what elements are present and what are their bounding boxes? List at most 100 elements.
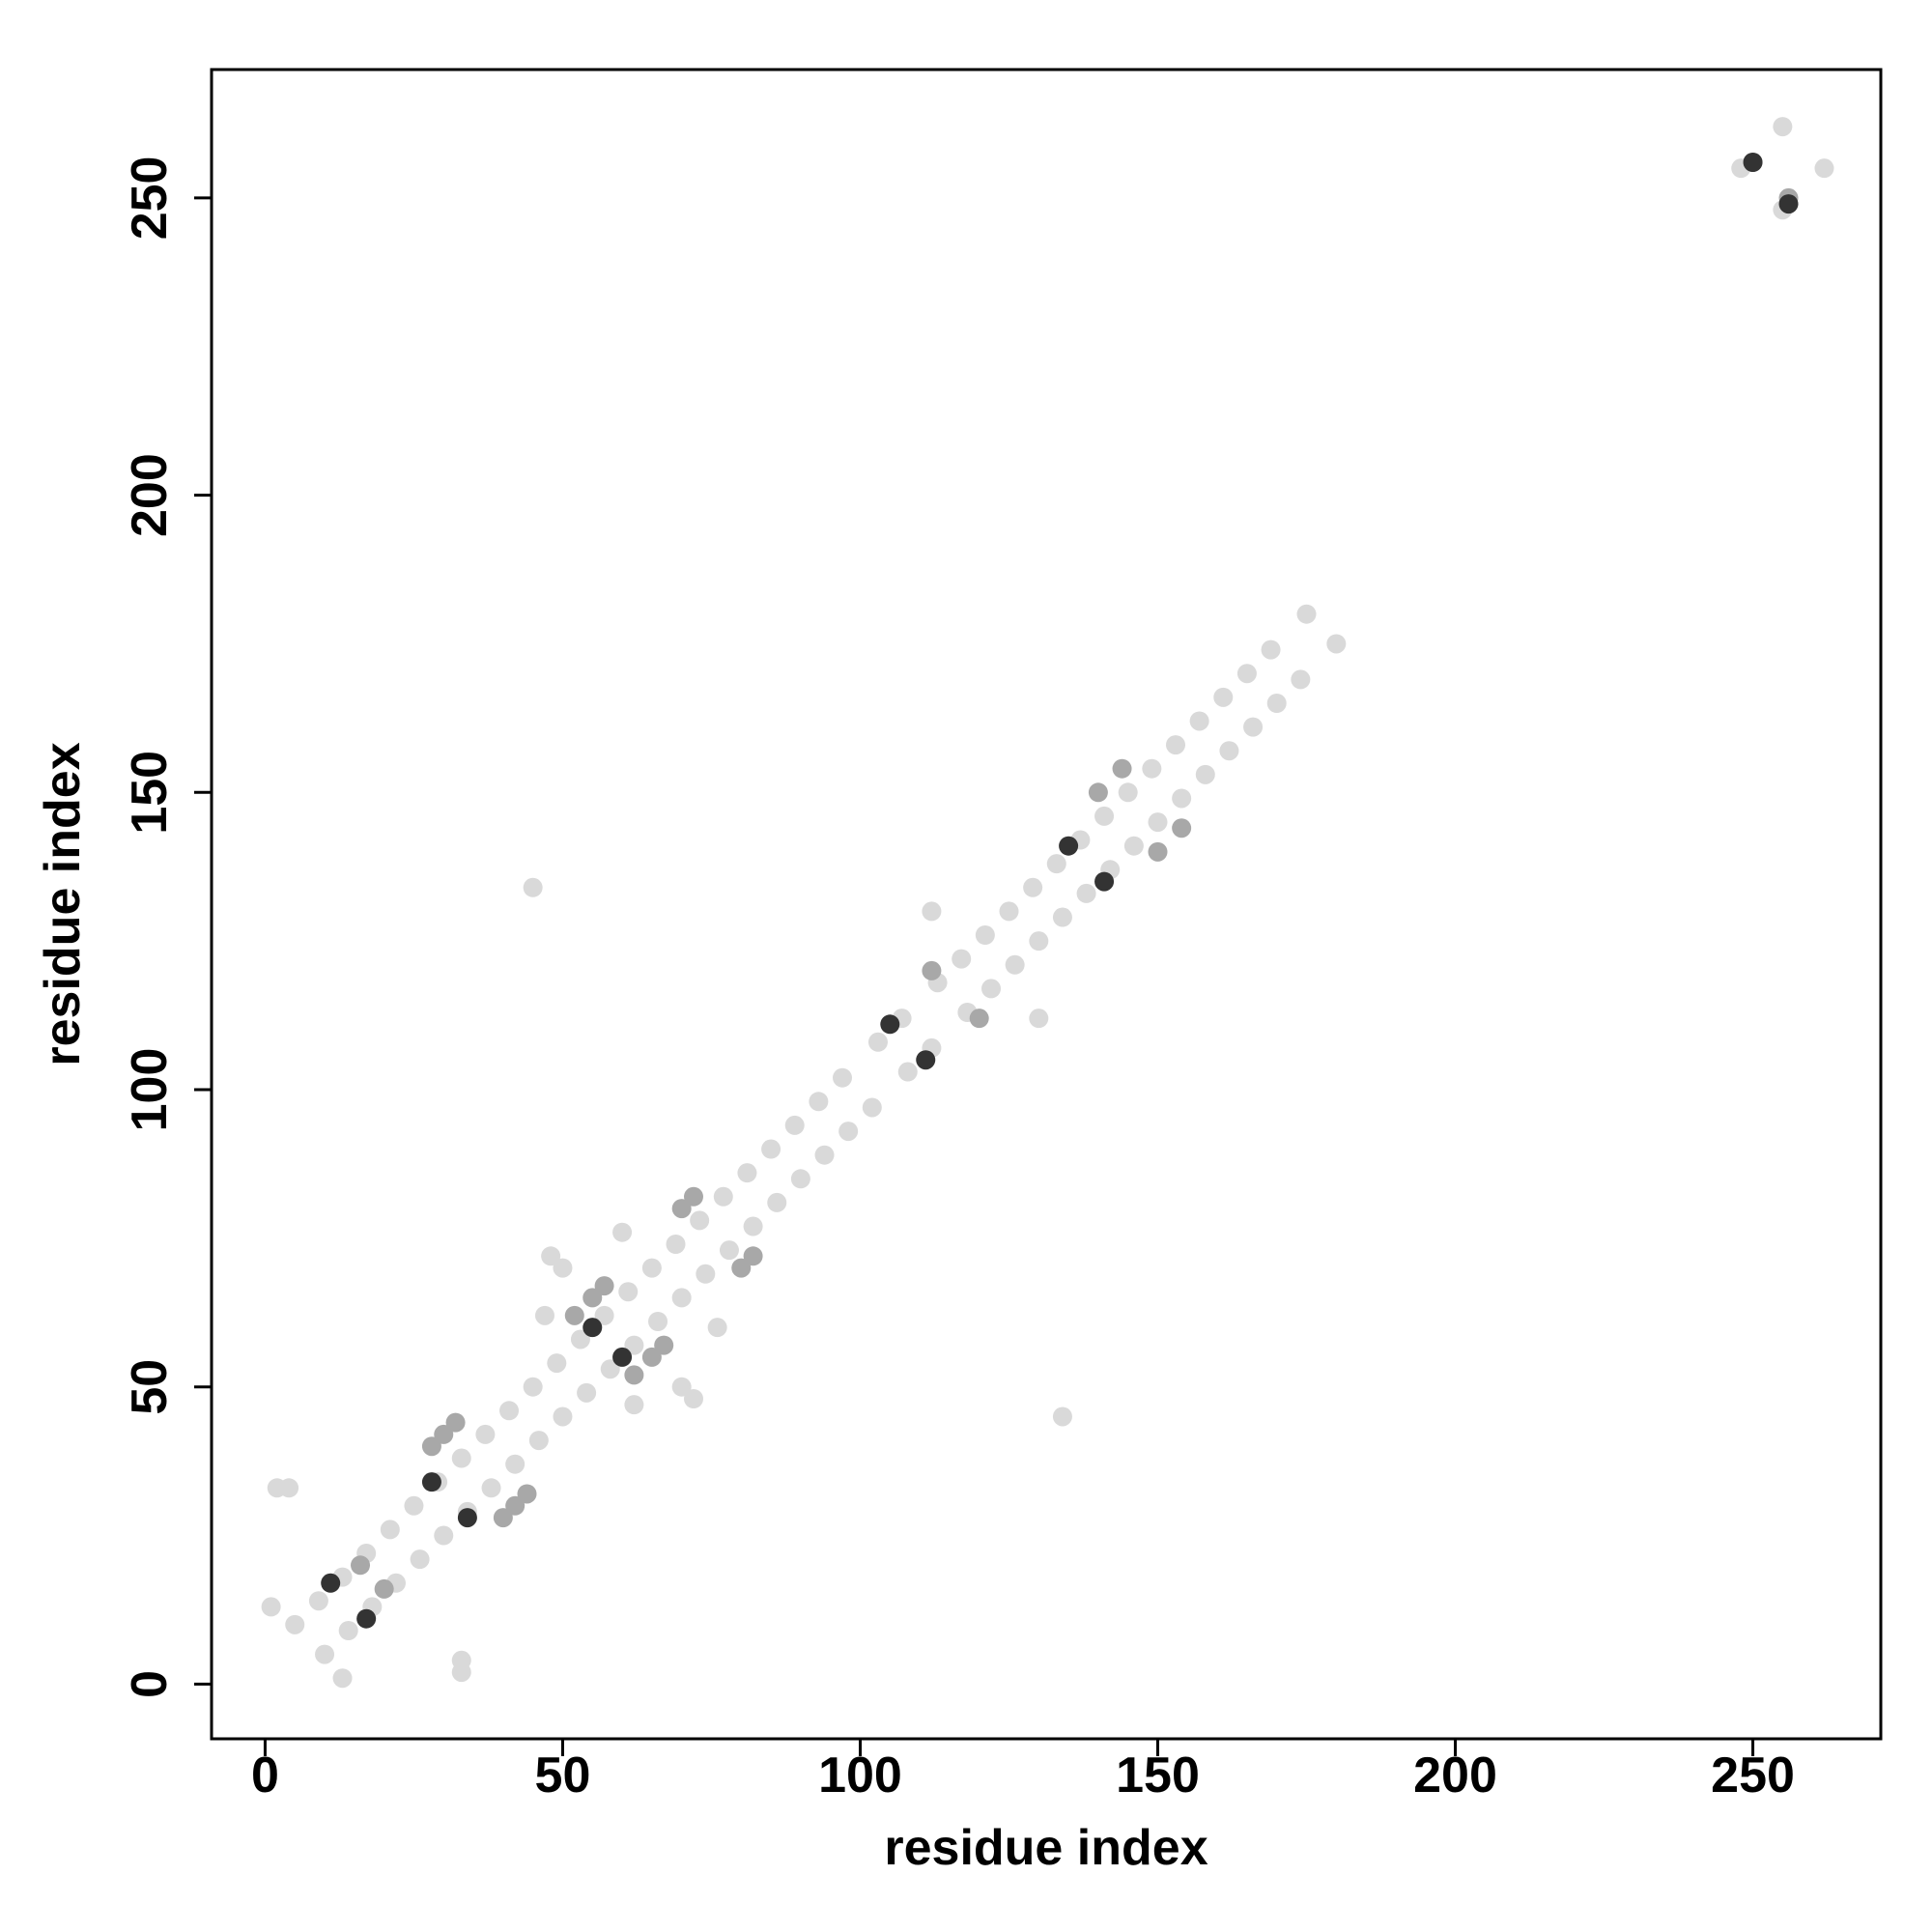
x-tick-label: 200 [1413,1747,1497,1804]
point [784,1115,805,1135]
point [1778,194,1799,214]
point [451,1448,471,1468]
point [1266,694,1287,713]
point [833,1067,853,1088]
point [1029,931,1049,952]
point [1189,711,1209,731]
point [553,1258,573,1278]
point [719,1240,739,1261]
point [356,1608,377,1629]
point [838,1122,859,1142]
point [743,1216,763,1236]
point [713,1186,733,1207]
point [1076,883,1096,903]
point [410,1549,430,1570]
x-tick-label: 100 [818,1747,902,1804]
point [374,1578,394,1599]
point [1118,782,1138,803]
point [969,1009,989,1029]
point [577,1382,597,1403]
y-tick-label: 200 [122,453,178,537]
point [975,925,995,945]
point [814,1145,835,1165]
point [1213,687,1234,707]
point [505,1495,526,1516]
point [612,1222,633,1242]
point [922,960,942,980]
point [1023,877,1043,897]
point [523,877,543,897]
point [767,1192,787,1212]
point [457,1508,477,1528]
point [922,901,942,922]
point [809,1092,829,1112]
y-tick-label: 150 [122,751,178,835]
point [499,1401,520,1421]
point [553,1406,573,1427]
point [505,1454,526,1474]
point [743,1246,763,1266]
point [1059,836,1079,856]
point [434,1424,454,1444]
point [475,1424,496,1444]
point [445,1412,466,1433]
point [666,1235,686,1254]
point [624,1395,644,1415]
point [1088,782,1108,803]
y-axis-title: residue index [35,742,91,1065]
point [696,1264,716,1284]
point [534,1305,554,1325]
point [338,1621,358,1640]
point [624,1335,644,1355]
point [528,1431,549,1451]
x-axis-title: residue index [884,1820,1208,1876]
point [916,1050,936,1070]
point [707,1318,727,1338]
point [547,1353,567,1374]
point [761,1139,781,1159]
point [351,1555,371,1576]
point [671,1288,692,1308]
point [1148,841,1168,862]
point [1219,741,1239,761]
point [523,1377,543,1397]
y-tick-label: 0 [122,1670,178,1698]
y-tick-label: 250 [122,156,178,241]
point [1236,664,1257,684]
y-tick-label: 100 [122,1048,178,1132]
point [641,1258,662,1278]
point [654,1335,674,1355]
point [517,1484,537,1504]
point [541,1246,561,1266]
point [315,1644,335,1664]
point [790,1169,810,1189]
point [1005,954,1025,975]
point [612,1347,633,1367]
point [1112,758,1132,779]
point [1052,907,1072,927]
point [434,1525,454,1546]
point [600,1359,620,1379]
point [582,1318,603,1338]
point [737,1163,757,1183]
point [1094,871,1115,892]
point [279,1478,299,1498]
point [981,979,1002,999]
x-tick-label: 50 [535,1747,591,1804]
point [683,1389,703,1408]
y-tick-label: 50 [122,1359,178,1415]
point [952,949,972,969]
point [1029,1009,1049,1029]
point [582,1288,603,1308]
point [1094,806,1115,826]
point [862,1097,882,1118]
point [321,1573,341,1593]
point [421,1472,441,1492]
point [594,1276,614,1296]
point [1142,758,1162,779]
plot-frame [210,68,1883,1741]
point [1172,788,1192,809]
point [1291,669,1311,690]
point [897,1062,918,1082]
